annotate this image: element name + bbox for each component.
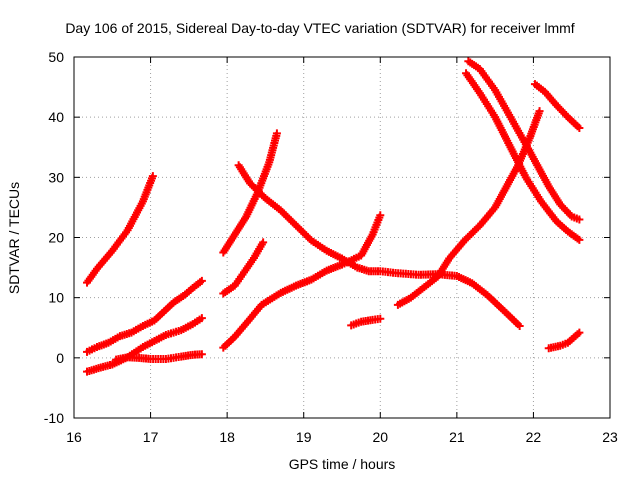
x-tick-label: 17	[143, 429, 159, 445]
data-point	[376, 314, 385, 323]
data-series	[83, 57, 584, 376]
plot-frame	[73, 56, 611, 419]
data-point	[272, 129, 281, 138]
x-tick-label: 20	[372, 429, 388, 445]
x-tick-label: 18	[219, 429, 235, 445]
data-point	[575, 215, 584, 224]
data-point	[197, 314, 206, 323]
series-arc-8	[234, 161, 524, 330]
y-tick-label: 10	[48, 290, 64, 306]
data-point	[376, 211, 385, 220]
series-arc-5	[219, 129, 281, 257]
x-tick-label: 21	[449, 429, 465, 445]
series-arc-12	[462, 69, 584, 244]
axis-ticks: 16 17 18 19 20 21 22 23 -10 0 10 20 30 40 50	[44, 49, 618, 445]
data-point	[259, 238, 268, 247]
y-tick-label: -10	[44, 410, 64, 426]
x-tick-label: 16	[66, 429, 82, 445]
y-tick-label: 20	[48, 230, 64, 246]
series-arc-14	[544, 328, 584, 353]
series-arc-4	[112, 350, 206, 364]
data-point	[197, 276, 206, 285]
x-tick-label: 19	[296, 429, 312, 445]
series-arc-2	[83, 276, 206, 356]
series-arc-1	[83, 172, 157, 287]
series-arc-9	[347, 314, 385, 330]
y-tick-label: 0	[56, 350, 64, 366]
data-point	[575, 123, 584, 132]
x-axis-label: GPS time / hours	[288, 456, 396, 472]
y-tick-label: 40	[48, 109, 64, 125]
data-point	[535, 107, 544, 116]
data-point	[148, 172, 157, 181]
grid-lines	[74, 57, 610, 418]
x-tick-label: 23	[602, 429, 618, 445]
series-arc-13	[530, 80, 584, 132]
data-point	[575, 328, 584, 337]
x-tick-label: 22	[526, 429, 542, 445]
y-tick-label: 30	[48, 169, 64, 185]
data-point	[515, 321, 524, 330]
data-point	[197, 350, 206, 359]
series-arc-6	[219, 238, 268, 298]
chart-title: Day 106 of 2015, Sidereal Day-to-day VTE…	[65, 20, 575, 36]
y-tick-label: 50	[48, 49, 64, 65]
data-point	[575, 235, 584, 244]
series-arc-11	[464, 57, 584, 224]
y-axis-label: SDTVAR / TECUs	[6, 181, 22, 295]
